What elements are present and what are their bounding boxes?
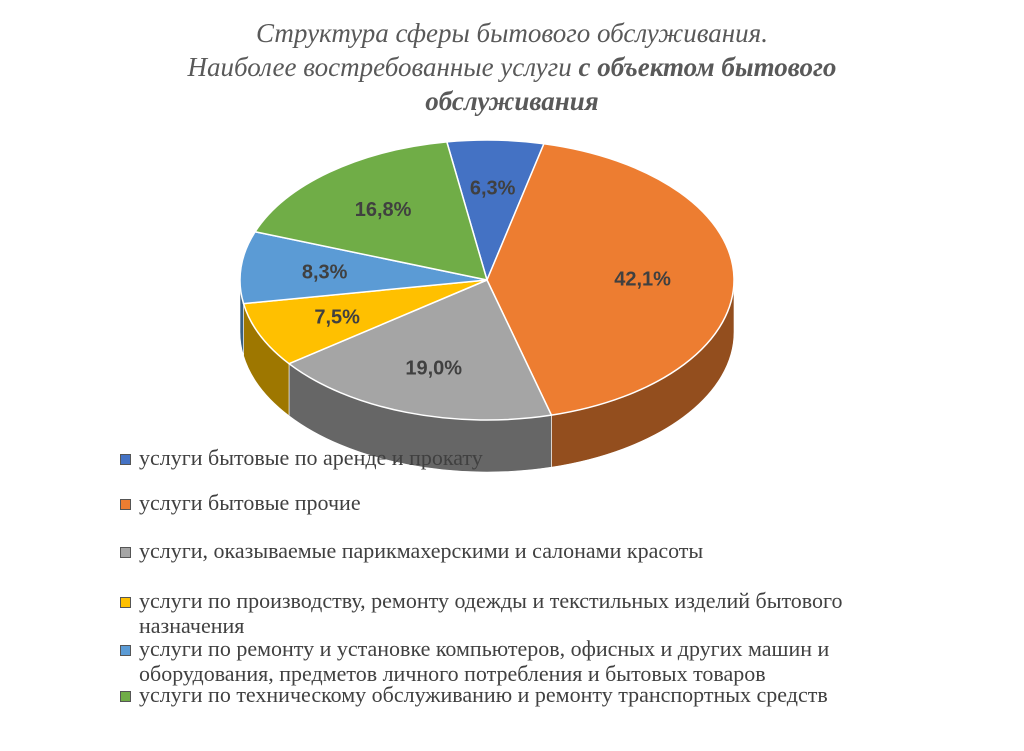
pie-slice-2	[486, 143, 735, 416]
chart-title-line-4: обслуживания	[425, 86, 599, 116]
pie-slice-4	[242, 279, 488, 365]
legend-label-5: услуги по ремонту и установке компьютеро…	[139, 636, 830, 686]
legend-swatch-3	[120, 547, 131, 558]
pie-value-label-2: 42,1%	[614, 269, 671, 291]
legend-swatch-2	[120, 499, 131, 510]
legend-swatch-6	[120, 691, 131, 702]
pie-value-label-4: 7,5%	[314, 306, 360, 328]
legend-label-2: услуги бытовые прочие	[139, 490, 361, 515]
legend-label-3: услуги, оказываемые парикмахерскими и са…	[139, 538, 704, 563]
pie-slice-3	[288, 279, 553, 421]
chart-title-line-2: Наиболее востребованные услуги	[187, 52, 572, 82]
legend-swatch-1	[120, 454, 131, 465]
pie-value-label-5: 8,3%	[302, 262, 348, 284]
pie-value-label-1: 6,3%	[470, 178, 516, 200]
legend-label-6: услуги по техническому обслуживанию и ре…	[139, 682, 828, 707]
pie-top-faces	[239, 139, 735, 421]
pie-value-label-3: 19,0%	[405, 357, 462, 379]
legend-swatch-5	[120, 645, 131, 656]
pie-slice-5	[239, 231, 488, 305]
chart-title-line-1: Структура сферы бытового обслуживания.	[256, 18, 768, 48]
pie-value-label-6: 16,8%	[355, 199, 412, 221]
chart-title: Структура сферы бытового обслуживания. Н…	[0, 16, 1024, 118]
legend-label-1: услуги бытовые по аренде и прокату	[139, 445, 483, 470]
pie-slice-6	[254, 141, 488, 281]
legend-swatch-4	[120, 597, 131, 608]
pie-value-labels: 6,3% 42,1% 19,0% 7,5% 8,3% 16,8%	[302, 178, 671, 380]
chart-title-line-3: с объектом бытового	[578, 52, 837, 82]
legend-label-4: услуги по производству, ремонту одежды и…	[139, 588, 843, 638]
